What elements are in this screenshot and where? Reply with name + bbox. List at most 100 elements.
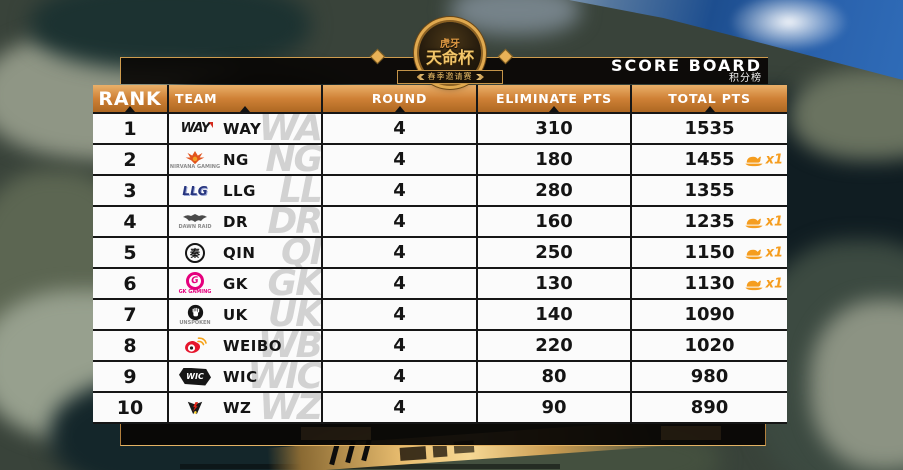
team-name: WIC [223,367,258,386]
ribbon-wing-icon [476,74,484,80]
rank-cell: 1 [93,114,169,143]
ribbon-wing-icon [416,74,425,80]
total-pts-cell: 980 [690,366,729,387]
table-row: 9 WIC WIC WIC 4 80 980 [93,362,787,393]
table-row: 3 LL LLG LLG 4 280 1355 [93,176,787,207]
team-name: QIN [223,243,256,262]
total-pts-cell: 1355 [684,180,735,201]
eliminate-pts-cell: 280 [478,176,632,205]
table-row: 8 WB WEIBO 4 220 1020 [93,331,787,362]
team-logo-uk: UNSPOKEN [175,301,215,329]
band-texture [661,426,721,440]
rank-cell: 7 [93,300,169,329]
team-name: DR [223,212,249,231]
team-logo-gk: G GK GAMING [175,270,215,298]
team-cell: WIC WIC WIC [169,362,323,391]
chicken-dinner-icon [744,280,763,291]
team-watermark: UK [267,300,321,329]
header-rank: RANK [93,85,169,112]
team-name: UK [223,305,248,324]
chicken-dinner-icon [744,218,763,229]
team-watermark: WB [257,331,321,360]
total-pts-cell: 1020 [684,335,735,356]
header-total-pts: TOTAL PTS [632,85,787,112]
team-watermark: DR [267,207,321,236]
round-cell: 4 [323,362,478,391]
round-cell: 4 [323,238,478,267]
weibo-eye-icon [185,336,207,353]
chicken-dinner-badge: x1 [744,152,783,167]
team-cell: NG NIRVANA GAMING NG [169,145,323,174]
total-pts-cell: 1235 x1 [684,211,783,232]
cloud [728,0,849,52]
team-watermark: WIC [247,362,321,391]
team-cell: LL LLG LLG [169,176,323,205]
total-pts-cell: 1090 [684,304,735,325]
team-logo-qin: 秦 [175,239,215,267]
team-logo-llg: LLG [182,183,208,198]
team-logo-wz [175,394,215,422]
chicken-dinner-badge: x1 [744,245,783,260]
camo-blob [450,0,580,35]
total-pts-cell: 1455 x1 [684,149,783,170]
team-name: GK [223,274,248,293]
header-round: ROUND [323,85,478,112]
ribbon-text: 春季邀请赛 [427,72,473,81]
rank-cell: 3 [93,176,169,205]
table-row: 1 WA WAY WAY 4 310 1535 [93,114,787,145]
tournament-ribbon: 春季邀请赛 [397,70,503,84]
team-cell: QI 秦 QIN [169,238,323,267]
eliminate-pts-cell: 310 [478,114,632,143]
band-texture [301,427,371,440]
team-logo-ng: NIRVANA GAMING [170,146,220,174]
total-pts-cell: 1130 x1 [684,273,783,294]
round-cell: 4 [323,145,478,174]
camo-blob [790,70,903,160]
total-pts-cell: 1535 [684,118,735,139]
header-arrow-icon [704,106,715,112]
round-cell: 4 [323,269,478,298]
logo-cup-text: 天命杯 [425,50,474,67]
header-arrow-icon [394,106,405,112]
bottom-dark-band [120,422,766,446]
score-table: RANK TEAM ROUND ELIMINATE PTS TOTAL PTS … [93,85,787,424]
chicken-dinner-badge: x1 [744,214,783,229]
eliminate-pts-cell: 130 [478,269,632,298]
team-name: WZ [223,398,252,417]
rank-cell: 4 [93,207,169,236]
round-cell: 4 [323,207,478,236]
header-team: TEAM [169,85,323,112]
phoenix-icon [185,150,205,164]
team-cell: WB WEIBO [169,331,323,360]
header-arrow-icon [549,106,559,112]
hand-emblem-icon [187,304,203,320]
team-cell: UK UNSPOKEN UK [169,300,323,329]
lightning-shield-icon [187,401,203,414]
eliminate-pts-cell: 140 [478,300,632,329]
team-watermark: WA [258,114,321,143]
rank-cell: 5 [93,238,169,267]
logo-brand-text: 虎牙 [440,39,460,50]
total-pts-cell: 890 [690,397,729,418]
team-watermark: LL [279,176,321,205]
header-eliminate-pts: ELIMINATE PTS [478,85,632,112]
rank-cell: 10 [93,393,169,422]
table-body: 1 WA WAY WAY 4 310 1535 2 NG NIRVANA GAM… [93,112,787,424]
team-logo-dr: DAWN RAID [175,208,215,236]
team-name: LLG [223,181,256,200]
team-logo-way: WAY [180,121,214,136]
eliminate-pts-cell: 80 [478,362,632,391]
team-name: NG [223,150,249,169]
table-row: 10 WZ WZ 4 90 890 [93,393,787,424]
header-arrow-icon [240,106,250,112]
team-watermark: QI [281,238,321,267]
eliminate-pts-cell: 90 [478,393,632,422]
table-header: RANK TEAM ROUND ELIMINATE PTS TOTAL PTS [93,85,787,112]
total-pts-cell: 1150 x1 [684,242,783,263]
team-watermark: WZ [259,393,321,422]
round-cell: 4 [323,331,478,360]
plank-glyph-fragment [399,446,427,461]
eliminate-pts-cell: 250 [478,238,632,267]
table-row: 6 GK G GK GAMING GK 4 130 1130 x1 [93,269,787,300]
